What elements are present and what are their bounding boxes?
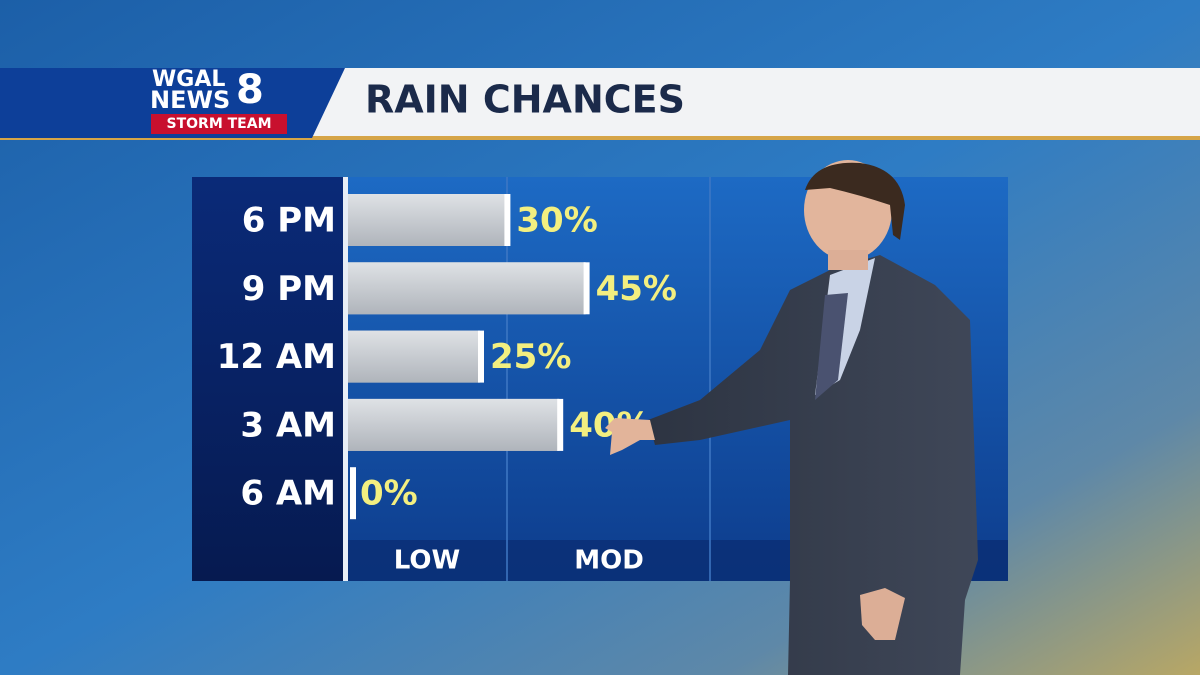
bar-shade [348, 194, 507, 246]
logo-badge [151, 114, 287, 134]
bar-shade [348, 398, 560, 451]
category-label: 6 PM [242, 201, 336, 241]
bar-cap [504, 194, 511, 246]
logo-text: NEWS [150, 86, 230, 114]
category-label: 12 AM [217, 337, 336, 377]
bar-shade [348, 330, 480, 383]
bar-shade [348, 262, 586, 315]
bar-cap [557, 398, 564, 451]
title: RAIN CHANCES [365, 78, 685, 122]
logo-team: STORM TEAM [167, 116, 272, 132]
presenter [605, 160, 978, 675]
bar-cap [478, 330, 484, 383]
axis-line [343, 177, 348, 581]
value-label: 30% [516, 201, 597, 241]
category-column [192, 177, 344, 581]
logo-text: WGAL [152, 67, 225, 92]
category-label: 9 PM [242, 269, 336, 309]
value-label: 25% [490, 337, 571, 377]
logo-number: 8 [236, 67, 264, 113]
zone-label: LOW [394, 546, 460, 576]
zone-label: MOD [574, 546, 644, 576]
category-label: 6 AM [240, 474, 336, 514]
bar-cap [350, 467, 356, 520]
header-rule [0, 136, 1200, 140]
category-label: 3 AM [240, 405, 336, 445]
bar-cap [583, 262, 590, 315]
value-label: 0% [360, 474, 418, 514]
value-label: 45% [596, 269, 677, 309]
